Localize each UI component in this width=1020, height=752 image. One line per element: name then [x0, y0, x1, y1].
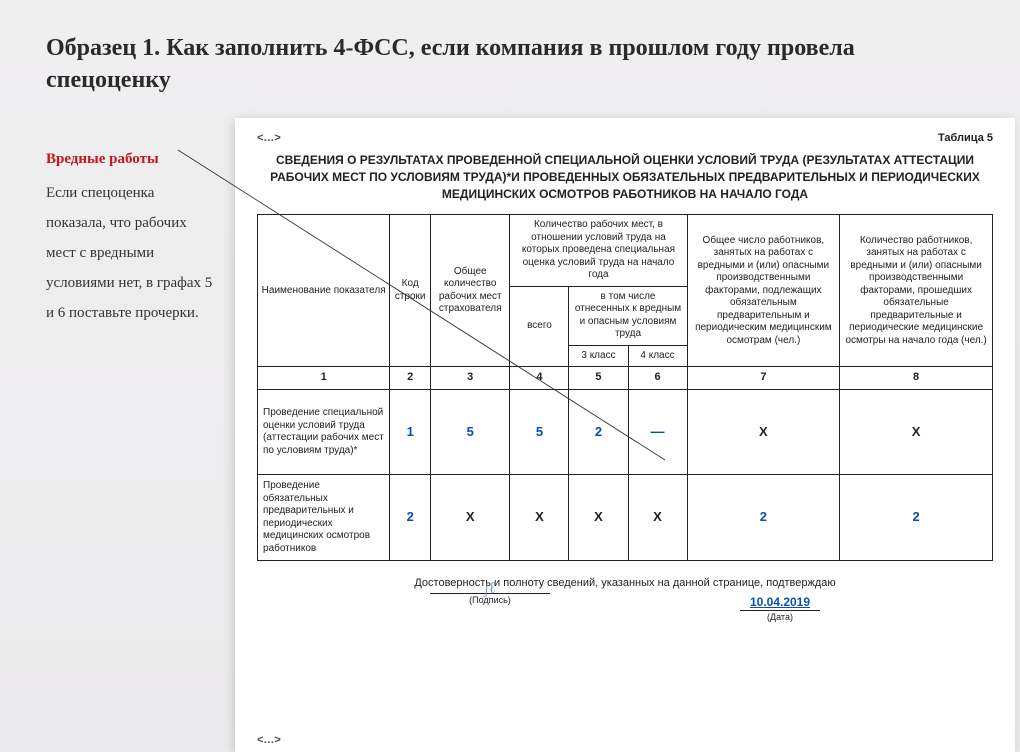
row-label: Проведение специальной оценки условий тр…: [258, 390, 390, 475]
ellipsis-bottom: <…>: [257, 734, 281, 746]
annotation-title: Вредные работы: [46, 144, 216, 174]
form-table: Наименование показателя Код строки Общее…: [257, 214, 993, 561]
cell-value: X: [510, 475, 569, 561]
cell-value: 1: [390, 390, 431, 475]
table-row: Проведение обязательных предварительных …: [258, 475, 993, 561]
colnum: 4: [510, 367, 569, 390]
th-total-places: Общее количество рабочих мест страховате…: [431, 215, 510, 367]
th-vsego: всего: [510, 286, 569, 367]
cell-value: 2: [390, 475, 431, 561]
footer-confirmation: Достоверность и полноту сведений, указан…: [257, 577, 993, 589]
signature-row: ʃℓ (Подпись) 10.04.2019 (Дата): [257, 593, 993, 622]
page-title: Образец 1. Как заполнить 4-ФСС, если ком…: [46, 32, 946, 97]
colnum: 6: [628, 367, 687, 390]
colnum: 5: [569, 367, 628, 390]
th-harmful-sub: в том числе отнесенных к вредным и опасн…: [569, 286, 687, 345]
colnum: 7: [687, 367, 840, 390]
cell-value: X: [431, 475, 510, 561]
colnum: 3: [431, 367, 510, 390]
colnum: 8: [840, 367, 993, 390]
cell-value: —: [628, 390, 687, 475]
signature-cell: ʃℓ (Подпись): [430, 593, 550, 622]
table-number-label: Таблица 5: [257, 132, 993, 144]
document-title: СВЕДЕНИЯ О РЕЗУЛЬТАТАХ ПРОВЕДЕННОЙ СПЕЦИ…: [261, 152, 989, 202]
cell-value: X: [628, 475, 687, 561]
th-class4: 4 класс: [628, 345, 687, 367]
colnum: 2: [390, 367, 431, 390]
table-row: Проведение специальной оценки условий тр…: [258, 390, 993, 475]
th-class3: 3 класс: [569, 345, 628, 367]
th-name: Наименование показателя: [258, 215, 390, 367]
cell-value: 5: [510, 390, 569, 475]
th-group-counts: Количество рабочих мест, в отношении усл…: [510, 215, 687, 287]
colnum: 1: [258, 367, 390, 390]
th-code: Код строки: [390, 215, 431, 367]
row-label: Проведение обязательных предварительных …: [258, 475, 390, 561]
th-workers-passed: Количество работников, занятых на работа…: [840, 215, 993, 367]
cell-value: 5: [431, 390, 510, 475]
document-sheet: <…> Таблица 5 СВЕДЕНИЯ О РЕЗУЛЬТАТАХ ПРО…: [235, 118, 1015, 752]
annotation-block: Вредные работы Если спецоценка показала,…: [46, 144, 216, 328]
cell-value: 2: [687, 475, 840, 561]
cell-value: X: [687, 390, 840, 475]
date-value: 10.04.2019: [740, 595, 820, 611]
cell-value: 2: [840, 475, 993, 561]
date-caption: (Дата): [740, 612, 820, 622]
cell-value: X: [840, 390, 993, 475]
cell-value: 2: [569, 390, 628, 475]
cell-value: X: [569, 475, 628, 561]
date-cell: 10.04.2019 (Дата): [740, 593, 820, 622]
th-workers-total: Общее число работников, занятых на работ…: [687, 215, 840, 367]
annotation-body: Если спецоценка показала, что рабочих ме…: [46, 185, 212, 321]
